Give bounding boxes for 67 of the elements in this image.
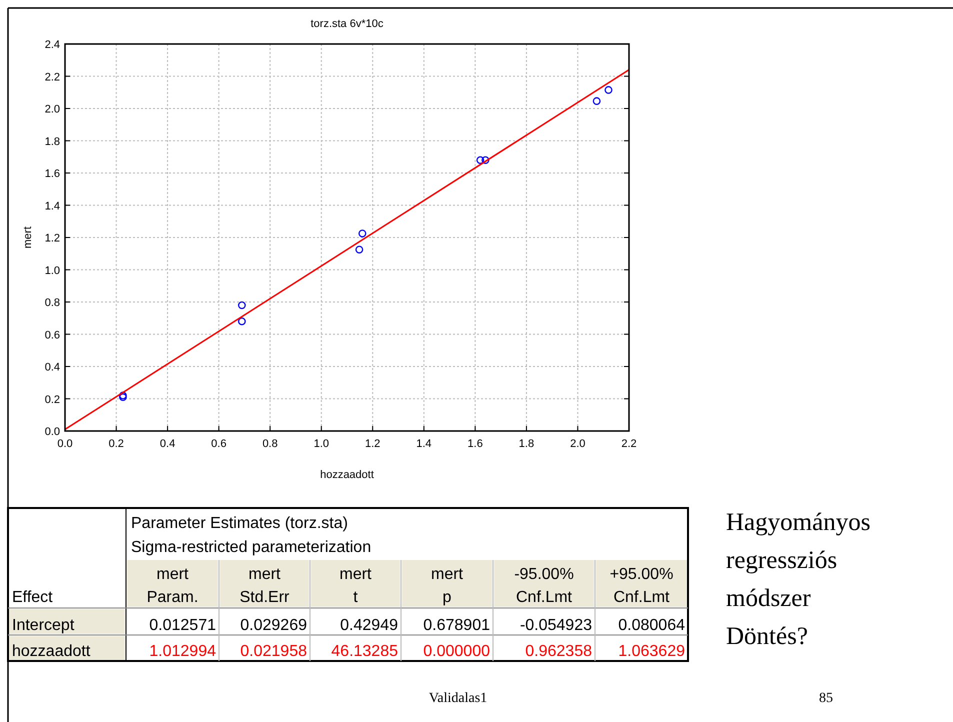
point bbox=[358, 230, 366, 238]
point bbox=[355, 246, 364, 254]
y-tick-label: 2.4 bbox=[44, 39, 60, 51]
category-label: Effect bbox=[12, 589, 54, 606]
category-label: mert Std.Err bbox=[240, 566, 290, 606]
text: 0.962358 bbox=[525, 643, 592, 660]
x-tick-label: 1.4 bbox=[416, 438, 432, 450]
x-tick-label: 2.0 bbox=[570, 438, 586, 450]
chart-title: torz.sta 6v*10c bbox=[310, 18, 384, 30]
text: 0.42949 bbox=[340, 617, 398, 634]
text: 46.13285 bbox=[331, 643, 398, 660]
y-tick-label: 2.2 bbox=[44, 71, 60, 84]
text: 0.678901 bbox=[423, 617, 490, 634]
y-tick-label: 0.4 bbox=[44, 362, 60, 374]
text: 1.063629 bbox=[618, 643, 685, 660]
category-label: mert Param. bbox=[146, 566, 198, 606]
point bbox=[238, 301, 246, 310]
text: 0.021958 bbox=[240, 643, 307, 660]
point bbox=[238, 317, 246, 326]
point bbox=[592, 97, 601, 105]
x-tick-label: 1.8 bbox=[518, 438, 534, 450]
point bbox=[119, 392, 127, 400]
y-tick-label: 1.4 bbox=[44, 200, 60, 212]
y-tick-label: 1.2 bbox=[44, 232, 60, 244]
category-label: -95.00% Cnf.Lmt bbox=[514, 566, 574, 606]
y-tick-label: 1.0 bbox=[44, 264, 60, 277]
x-tick-label: 1.2 bbox=[364, 438, 380, 450]
text: Sigma-restricted parameterization bbox=[131, 539, 372, 556]
text: 85 bbox=[819, 691, 833, 706]
text: Hagyományos bbox=[726, 509, 870, 536]
y-tick-label: 0.2 bbox=[44, 394, 60, 406]
x-tick-label: 1.0 bbox=[314, 438, 330, 450]
y-tick-label: 0.0 bbox=[44, 426, 60, 438]
text: 0.000000 bbox=[423, 643, 490, 660]
point bbox=[119, 393, 127, 402]
text: Parameter Estimates (torz.sta) bbox=[131, 515, 348, 532]
y-tick-label: 0.6 bbox=[44, 329, 60, 342]
x-tick-label: 0.2 bbox=[108, 438, 124, 450]
point bbox=[604, 86, 612, 94]
y-tick-label: 1.8 bbox=[44, 136, 60, 148]
x-tick-label: 0.6 bbox=[211, 438, 226, 450]
x-tick-label: 0.8 bbox=[262, 438, 278, 450]
point bbox=[476, 156, 484, 164]
x-tick-label: 1.6 bbox=[468, 438, 483, 450]
x-axis-title: hozzaadott bbox=[320, 469, 374, 481]
category-label: +95.00% Cnf.Lmt bbox=[610, 566, 674, 606]
text: 1.012994 bbox=[149, 643, 216, 660]
text: -0.054923 bbox=[520, 617, 592, 634]
x-tick-label: 0.0 bbox=[57, 438, 73, 450]
text: regressziós bbox=[726, 547, 838, 574]
text: módszer bbox=[726, 585, 812, 612]
y-tick-label: 2.0 bbox=[44, 104, 60, 116]
text: Döntés? bbox=[726, 623, 808, 650]
point bbox=[482, 156, 490, 164]
x-tick-label: 0.4 bbox=[160, 438, 176, 450]
category-label: hozzaadott bbox=[12, 643, 90, 660]
category-label: mert t bbox=[340, 566, 372, 606]
text: 0.029269 bbox=[240, 617, 307, 634]
text: 0.080064 bbox=[618, 617, 685, 634]
text: 0.012571 bbox=[149, 617, 216, 634]
y-tick-label: 0.8 bbox=[44, 297, 60, 309]
y-axis-title: mert bbox=[22, 226, 34, 248]
text: Validalas1 bbox=[428, 691, 488, 706]
x-tick-label: 2.2 bbox=[621, 438, 637, 450]
y-tick-label: 1.6 bbox=[44, 168, 60, 180]
category-label: mert p bbox=[431, 566, 464, 606]
category-label: Intercept bbox=[12, 617, 74, 634]
